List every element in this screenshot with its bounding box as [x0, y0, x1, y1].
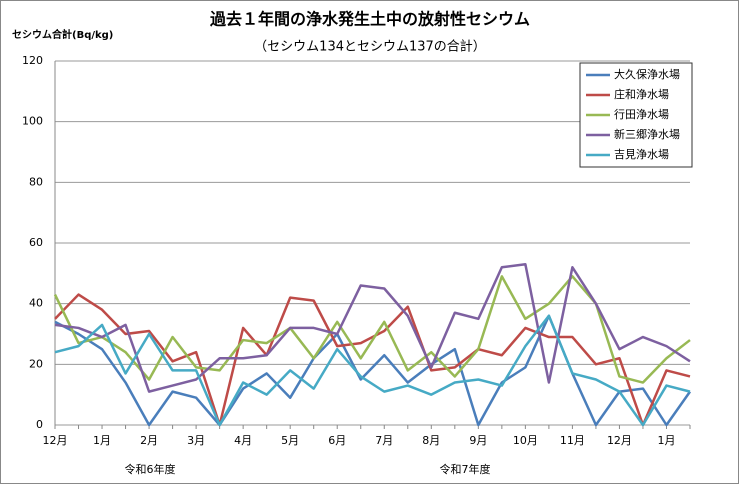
series-line — [53, 275, 691, 384]
series-line — [54, 314, 692, 427]
y-tick-label: 80 — [29, 175, 43, 188]
x-tick-label: 10月 — [513, 434, 538, 447]
legend-label: 吉見浄水場 — [614, 147, 669, 161]
legend-label: 大久保浄水場 — [614, 67, 680, 81]
x-tick-label: 4月 — [234, 434, 252, 447]
y-tick-label: 120 — [22, 54, 43, 67]
series-line — [54, 314, 691, 427]
x-tick-label: 5月 — [281, 434, 299, 447]
x-tick-label: 6月 — [328, 434, 346, 447]
x-tick-label: 7月 — [375, 434, 393, 447]
legend-label: 庄和浄水場 — [614, 87, 669, 101]
x-tick-label: 12月 — [43, 434, 68, 447]
legend-label: 新三郷浄水場 — [614, 127, 680, 141]
y-tick-label: 20 — [29, 357, 43, 370]
x-tick-label: 8月 — [422, 434, 440, 447]
y-tick-label: 0 — [36, 418, 43, 431]
y-tick-label: 60 — [29, 236, 43, 249]
legend-label: 行田浄水場 — [614, 107, 669, 121]
x-tick-label: 1月 — [657, 434, 675, 447]
y-tick-label: 100 — [22, 115, 43, 128]
y-axis-label: セシウム合計(Bq/kg) — [12, 28, 113, 41]
x-tick-label: 11月 — [560, 434, 585, 447]
annotation: 令和7年度 — [440, 462, 491, 476]
x-tick-label: 9月 — [469, 434, 487, 447]
x-tick-label: 3月 — [187, 434, 205, 447]
x-tick-label: 2月 — [140, 434, 158, 447]
series-line — [54, 293, 691, 427]
series-line — [54, 262, 691, 393]
chart-title: 過去１年間の浄水発生土中の放射性セシウム — [209, 10, 530, 29]
x-tick-label: 12月 — [607, 434, 632, 447]
y-tick-label: 40 — [29, 297, 43, 310]
annotation: 令和6年度 — [125, 462, 176, 476]
chart-subtitle: （セシウム134とセシウム137の合計） — [254, 39, 486, 55]
x-tick-label: 1月 — [93, 434, 111, 447]
